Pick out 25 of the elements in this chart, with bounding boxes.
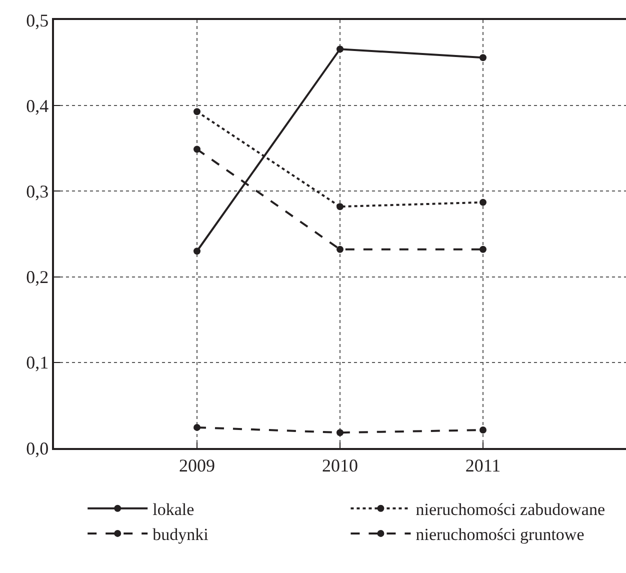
legend-label: nieruchomości zabudowane xyxy=(416,500,606,519)
point xyxy=(194,248,200,255)
x-tick-label: 2009 xyxy=(179,455,215,476)
point xyxy=(480,426,486,434)
point xyxy=(336,429,344,436)
point xyxy=(336,46,344,53)
y-tick-label: 0,4 xyxy=(26,96,49,116)
legend-label: nieruchomości gruntowe xyxy=(416,525,584,544)
point xyxy=(480,198,486,206)
point xyxy=(480,246,486,253)
y-tick-label: 0,1 xyxy=(26,352,49,373)
point xyxy=(194,424,200,431)
point xyxy=(194,108,200,116)
x-tick-label: 2010 xyxy=(322,455,358,476)
legend-label: lokale xyxy=(152,500,194,519)
y-tick-label: 0,5 xyxy=(26,10,49,30)
y-tick-label: 0,2 xyxy=(26,267,49,288)
point xyxy=(336,203,344,210)
x-tick-label: 2011 xyxy=(465,455,501,476)
point xyxy=(480,54,486,62)
point xyxy=(194,146,200,153)
y-tick-label: 0,0 xyxy=(26,438,49,458)
legend-label: budynki xyxy=(152,525,209,544)
point xyxy=(336,246,344,253)
y-tick-label: 0,3 xyxy=(26,182,49,202)
